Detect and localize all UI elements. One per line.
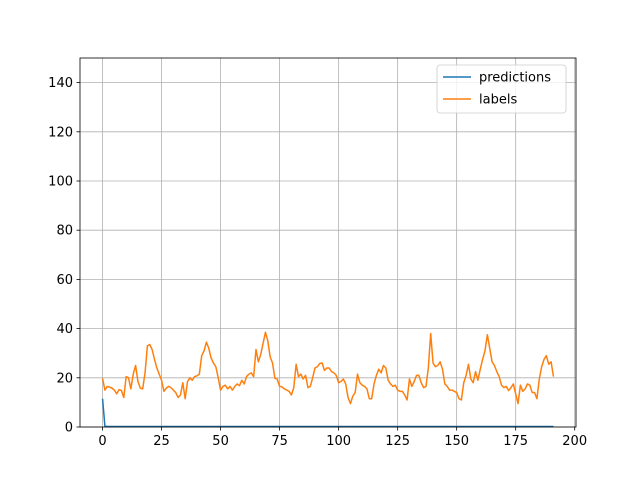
x-tick-label: 125	[385, 434, 410, 449]
y-tick-label: 100	[48, 175, 73, 190]
x-tick-label: 25	[153, 434, 170, 449]
series-line-predictions	[101, 398, 554, 428]
y-tick-label: 120	[48, 125, 73, 140]
y-tick-label: 40	[56, 322, 73, 337]
plot-frame	[79, 57, 577, 428]
x-tick-label: 150	[444, 434, 469, 449]
y-tick-label: 140	[48, 76, 73, 91]
legend: predictions labels	[436, 64, 567, 114]
x-tick-label: 0	[98, 434, 106, 449]
y-tick-label: 20	[56, 371, 73, 386]
series-lines	[101, 331, 555, 428]
axis-ticks: 0 25 50 75 100 125 150 175 200 0 20 40 60 80 100 120 140	[48, 76, 587, 449]
x-tick-label: 100	[326, 434, 351, 449]
x-tick-label: 50	[212, 434, 229, 449]
y-tick-label: 0	[65, 421, 73, 436]
y-tick-label: 60	[56, 273, 73, 288]
series-line-labels	[101, 331, 555, 405]
x-tick-label: 75	[271, 434, 288, 449]
x-tick-label: 200	[562, 434, 587, 449]
legend-label-predictions: predictions	[479, 71, 551, 86]
y-tick-label: 80	[56, 224, 73, 239]
x-tick-label: 175	[503, 434, 528, 449]
legend-label-labels: labels	[479, 93, 517, 108]
